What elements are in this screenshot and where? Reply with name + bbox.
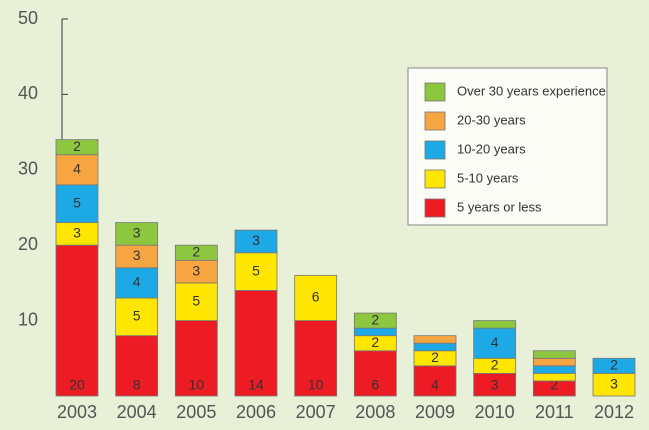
legend-swatch bbox=[424, 169, 446, 189]
x-tick-label: 2004 bbox=[117, 402, 157, 422]
legend-swatch bbox=[424, 198, 446, 218]
data-label: 5 bbox=[192, 292, 200, 308]
bar-segment bbox=[55, 139, 99, 156]
y-tick-label: 30 bbox=[18, 159, 38, 179]
legend-label: 10-20 years bbox=[457, 141, 526, 156]
legend-swatch bbox=[424, 82, 446, 102]
bar-segment bbox=[413, 342, 457, 352]
data-label: 5 bbox=[73, 194, 81, 210]
bar-segment bbox=[174, 320, 218, 397]
data-label: 8 bbox=[133, 377, 141, 393]
bar-segment bbox=[532, 372, 576, 382]
bar-segment bbox=[174, 282, 218, 321]
data-label: 3 bbox=[73, 225, 81, 241]
data-label: 5 bbox=[252, 262, 260, 278]
x-tick-label: 2011 bbox=[535, 402, 574, 422]
data-label: 2 bbox=[610, 357, 618, 373]
bar-segment bbox=[413, 335, 457, 344]
data-label: 3 bbox=[192, 262, 200, 278]
data-label: 14 bbox=[248, 377, 264, 393]
bar-segment bbox=[294, 274, 338, 321]
data-label: 3 bbox=[133, 247, 141, 263]
x-tick-label: 2006 bbox=[236, 402, 276, 422]
data-label: 6 bbox=[312, 289, 320, 305]
data-label: 10 bbox=[308, 377, 324, 393]
data-label: 4 bbox=[491, 334, 499, 350]
bar-segment bbox=[532, 365, 576, 374]
bar-segment bbox=[294, 320, 338, 397]
bar-segment bbox=[234, 290, 278, 397]
bar-segment bbox=[473, 320, 517, 329]
y-tick-label: 50 bbox=[18, 8, 38, 28]
y-tick-label: 20 bbox=[18, 234, 38, 254]
data-label: 2 bbox=[431, 349, 439, 365]
data-label: 3 bbox=[610, 375, 618, 391]
bar-segment bbox=[234, 252, 278, 291]
data-label: 2 bbox=[73, 138, 81, 154]
bar-segment bbox=[532, 350, 576, 359]
data-label: 4 bbox=[133, 274, 141, 290]
legend-label: 20-30 years bbox=[457, 112, 526, 127]
data-label: 20 bbox=[69, 377, 85, 393]
x-tick-label: 2007 bbox=[296, 402, 336, 422]
legend-label: 5 years or less bbox=[457, 199, 542, 214]
data-label: 4 bbox=[431, 377, 439, 393]
bar-segment bbox=[174, 244, 218, 261]
legend-swatch bbox=[424, 140, 446, 160]
bar-segment bbox=[55, 244, 99, 397]
x-tick-label: 2005 bbox=[176, 402, 216, 422]
y-tick-label: 10 bbox=[18, 309, 38, 329]
data-label: 2 bbox=[491, 357, 499, 373]
y-tick-label: 40 bbox=[18, 83, 38, 103]
x-tick-label: 2009 bbox=[415, 402, 455, 422]
data-label: 3 bbox=[491, 377, 499, 393]
data-label: 4 bbox=[73, 161, 81, 177]
bar-segment bbox=[55, 154, 99, 186]
data-label: 2 bbox=[550, 377, 558, 393]
bar-segment bbox=[234, 229, 278, 254]
data-label: 5 bbox=[133, 308, 141, 324]
bar-segment bbox=[532, 357, 576, 367]
data-label: 10 bbox=[189, 377, 205, 393]
data-label: 2 bbox=[192, 243, 200, 259]
data-label: 6 bbox=[371, 377, 379, 393]
bar-segment bbox=[115, 267, 159, 299]
data-label: 3 bbox=[252, 232, 260, 248]
x-tick-label: 2010 bbox=[475, 402, 515, 422]
bar-segment bbox=[55, 184, 99, 223]
x-tick-label: 2012 bbox=[594, 402, 634, 422]
bar-segment bbox=[115, 222, 159, 246]
bar-segment bbox=[353, 312, 397, 329]
data-label: 3 bbox=[133, 225, 141, 241]
data-label: 2 bbox=[371, 311, 379, 327]
data-label: 2 bbox=[371, 334, 379, 350]
legend-label: Over 30 years experience bbox=[457, 83, 606, 98]
legend-swatch bbox=[424, 111, 446, 131]
bar-segment bbox=[353, 350, 397, 397]
bar-segment bbox=[592, 357, 636, 374]
x-tick-label: 2008 bbox=[355, 402, 395, 422]
legend-label: 5-10 years bbox=[457, 170, 519, 185]
bar-segment bbox=[353, 327, 397, 337]
x-tick-label: 2003 bbox=[57, 402, 97, 422]
